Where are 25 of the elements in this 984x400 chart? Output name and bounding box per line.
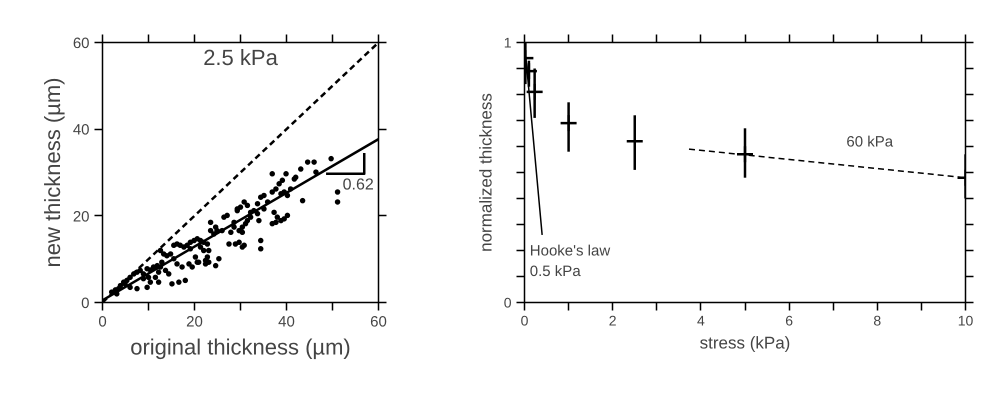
x-tick-label: 0 xyxy=(520,312,529,328)
x-tick-label: 0 xyxy=(98,314,107,330)
x-tick-label: 10 xyxy=(958,312,974,328)
annotation: 0.62 xyxy=(342,176,374,194)
x-tick-label: 4 xyxy=(697,312,706,328)
x-tick-label: 60 xyxy=(370,314,387,330)
x-tick-label: 40 xyxy=(278,314,295,330)
annotation: Hooke's law 0.5 kPa xyxy=(530,242,610,280)
y-tick-label: 1 xyxy=(504,34,512,50)
annotation: 60 kPa xyxy=(846,134,894,150)
y-axis-title: normalized thickness xyxy=(476,93,496,252)
point xyxy=(559,114,578,132)
x-tick-label: 8 xyxy=(873,312,882,328)
y-tick-label: 20 xyxy=(72,208,90,226)
x-tick-label: 6 xyxy=(785,312,794,328)
y-tick-label: 60 xyxy=(72,35,90,52)
x-axis-title: stress (kPa) xyxy=(700,334,790,352)
y-tick-label: 40 xyxy=(72,122,90,139)
chart-title: 2.5 kPa xyxy=(203,45,279,70)
y-axis-title: new thickness (µm) xyxy=(40,78,65,268)
y-tick-label: 0 xyxy=(81,295,90,312)
x-tick-label: 20 xyxy=(186,314,203,330)
point xyxy=(736,145,754,164)
x-axis-title: original thickness (µm) xyxy=(130,334,351,360)
x-tick-label: 2 xyxy=(608,312,617,328)
